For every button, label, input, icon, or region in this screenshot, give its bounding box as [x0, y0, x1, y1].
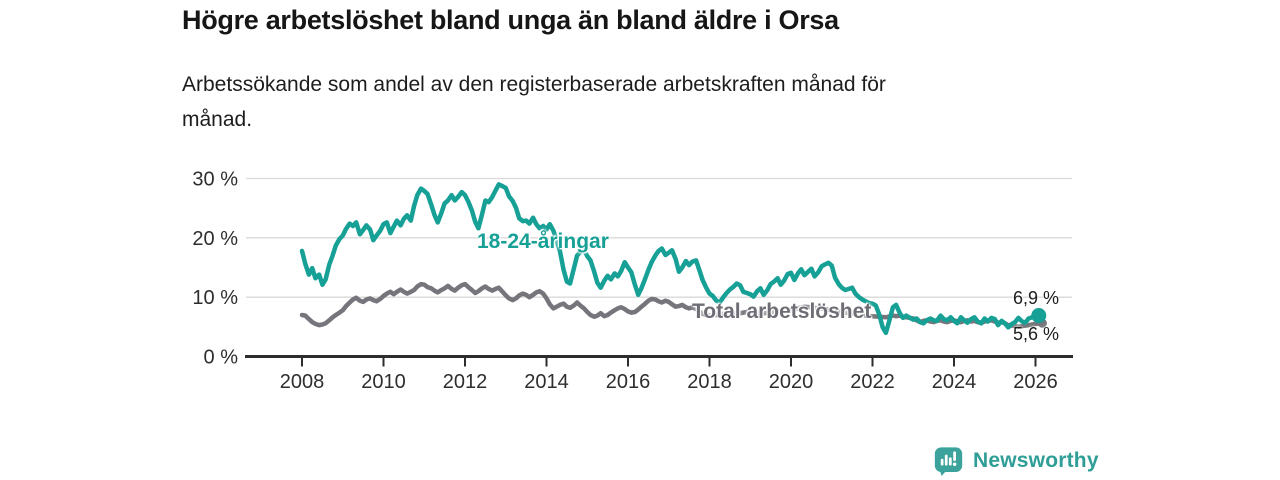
x-axis-tick-label: 2022 — [850, 371, 895, 393]
series-end-dot-youth — [1031, 308, 1047, 324]
x-axis-tick-label: 2020 — [769, 371, 814, 393]
series-line-total — [299, 281, 1045, 330]
x-axis-tick-label: 2024 — [932, 371, 977, 393]
x-axis-tick-label: 2026 — [1013, 371, 1058, 393]
subtitle-line-1: Arbetssökande som andel av den registerb… — [182, 73, 886, 96]
x-axis-tick-label: 2016 — [606, 371, 651, 393]
y-axis-tick-label: 30 % — [192, 169, 238, 191]
chart-title: Högre arbetslöshet bland unga än bland ä… — [182, 5, 839, 35]
brand-footer: Newsworthy — [933, 444, 1099, 478]
series-label-total: Total arbetslöshet — [692, 300, 872, 323]
end-value-label-total: 5,6 % — [1013, 324, 1060, 344]
series-line-youth — [299, 182, 1042, 336]
end-value-label-youth: 6,9 % — [1013, 288, 1060, 308]
y-axis-tick-label: 10 % — [192, 287, 238, 309]
newsworthy-logo-icon — [934, 447, 963, 477]
x-axis-tick-label: 2008 — [280, 371, 325, 393]
subtitle-line-2: månad. — [182, 108, 253, 131]
brand-name: Newsworthy — [973, 449, 1099, 472]
series-label-youth: 18-24-åringar — [477, 230, 609, 253]
x-axis-tick-label: 2018 — [687, 371, 732, 393]
y-axis-tick-label: 0 % — [204, 347, 239, 369]
x-axis-tick-label: 2014 — [524, 371, 569, 393]
x-axis-tick-label: 2012 — [443, 371, 488, 393]
y-axis-tick-label: 20 % — [192, 228, 238, 250]
chart-subtitle: Arbetssökande som andel av den registerb… — [182, 67, 886, 137]
x-axis-tick-label: 2010 — [361, 371, 406, 393]
